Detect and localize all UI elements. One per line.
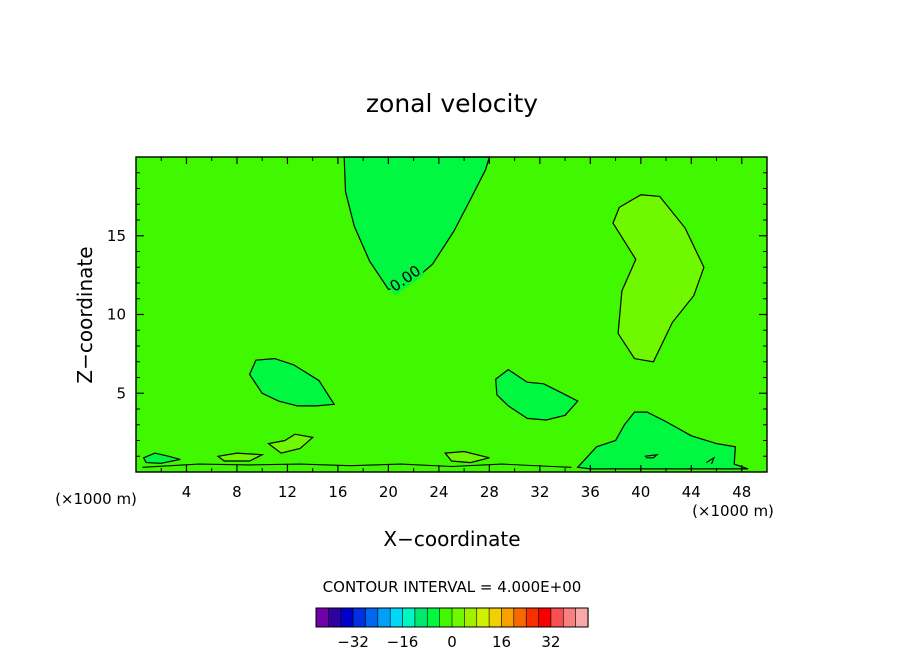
colorbar-swatch-20 bbox=[562, 607, 577, 628]
colorbar-swatch-19 bbox=[550, 607, 564, 628]
contour-line-small-loop-2 bbox=[706, 456, 716, 465]
contour-interval-text: CONTOUR INTERVAL = 4.000E+00 bbox=[323, 578, 582, 596]
x-tick-label-4: 4 bbox=[182, 483, 192, 501]
contour-region-upper-right-positive bbox=[612, 194, 705, 363]
colorbar bbox=[315, 607, 589, 628]
colorbar-swatch-18 bbox=[538, 607, 552, 628]
x-tick-label-40: 40 bbox=[631, 483, 650, 501]
x-axis-ticks: 4 8 12 16 20 24 28 32 36 40 44 48 bbox=[160, 157, 751, 501]
colorbar-swatch-1 bbox=[328, 607, 342, 628]
colorbar-swatch-7 bbox=[402, 607, 416, 628]
y-tick-label-15: 15 bbox=[107, 227, 126, 245]
colorbar-swatch-15 bbox=[501, 607, 515, 628]
contour-region-bottom-left-negative bbox=[142, 452, 181, 464]
x-tick-label-36: 36 bbox=[581, 483, 600, 501]
y-tick-label-5: 5 bbox=[116, 384, 126, 402]
contour-region-lower-middle-negative bbox=[495, 368, 579, 421]
colorbar-swatch-21 bbox=[575, 607, 589, 628]
colorbar-tick-label-0: −32 bbox=[337, 633, 369, 651]
colorbar-swatch-0 bbox=[315, 607, 329, 628]
x-tick-label-12: 12 bbox=[278, 483, 297, 501]
colorbar-swatch-14 bbox=[488, 607, 503, 628]
y-tick-label-10: 10 bbox=[107, 306, 126, 324]
x-units-right: (×1000 m) bbox=[692, 502, 774, 520]
colorbar-swatch-6 bbox=[389, 607, 404, 628]
y-axis-label: Z−coordinate bbox=[73, 246, 97, 383]
contour-line-small-loop-1 bbox=[644, 453, 660, 459]
x-tick-label-48: 48 bbox=[732, 483, 751, 501]
colorbar-swatch-16 bbox=[513, 607, 527, 628]
colorbar-tick-label-1: −16 bbox=[387, 633, 419, 651]
colorbar-swatch-12 bbox=[464, 607, 478, 628]
zero-contour-label-background bbox=[385, 261, 425, 296]
contour-region-bottom-positive-patch-2 bbox=[216, 452, 265, 462]
colorbar-swatch-3 bbox=[352, 607, 367, 628]
colorbar-swatch-13 bbox=[476, 607, 490, 628]
colorbar-swatch-8 bbox=[414, 607, 428, 628]
colorbar-swatch-9 bbox=[426, 607, 441, 628]
colorbar-swatch-11 bbox=[451, 607, 465, 628]
contour-region-bottom-positive-patch-3 bbox=[444, 450, 490, 464]
chart-title: zonal velocity bbox=[366, 89, 538, 118]
colorbar-tick-label-3: 16 bbox=[492, 633, 511, 651]
x-tick-label-16: 16 bbox=[328, 483, 347, 501]
x-tick-label-44: 44 bbox=[682, 483, 701, 501]
colorbar-swatch-4 bbox=[365, 607, 379, 628]
contour-region-lower-left-negative bbox=[248, 357, 336, 407]
colorbar-frame bbox=[315, 607, 589, 628]
extra-contour-lines bbox=[142, 453, 716, 468]
colorbar-tick-label-2: 0 bbox=[447, 633, 457, 651]
y-axis-ticks: 5 10 15 bbox=[107, 172, 767, 457]
colorbar-swatch-10 bbox=[439, 607, 453, 628]
x-tick-label-32: 32 bbox=[530, 483, 549, 501]
x-tick-label-8: 8 bbox=[232, 483, 242, 501]
contour-region-bottom-positive-patch-1 bbox=[267, 433, 315, 454]
x-tick-label-24: 24 bbox=[429, 483, 448, 501]
colorbar-swatch-5 bbox=[377, 607, 391, 628]
x-tick-label-20: 20 bbox=[379, 483, 398, 501]
colorbar-swatch-2 bbox=[340, 607, 354, 628]
contour-line-near-ground-line bbox=[142, 463, 572, 468]
plot-area: 0.00 bbox=[135, 156, 768, 473]
x-tick-label-28: 28 bbox=[480, 483, 499, 501]
contour-regions bbox=[142, 156, 749, 470]
contour-region-bottom-right-negative bbox=[576, 411, 749, 470]
x-axis-label: X−coordinate bbox=[383, 527, 520, 551]
colorbar-labels: −32 −16 0 16 32 bbox=[337, 633, 560, 651]
colorbar-tick-label-4: 32 bbox=[541, 633, 560, 651]
x-units-left: (×1000 m) bbox=[55, 490, 137, 508]
colorbar-swatch-17 bbox=[525, 607, 540, 628]
